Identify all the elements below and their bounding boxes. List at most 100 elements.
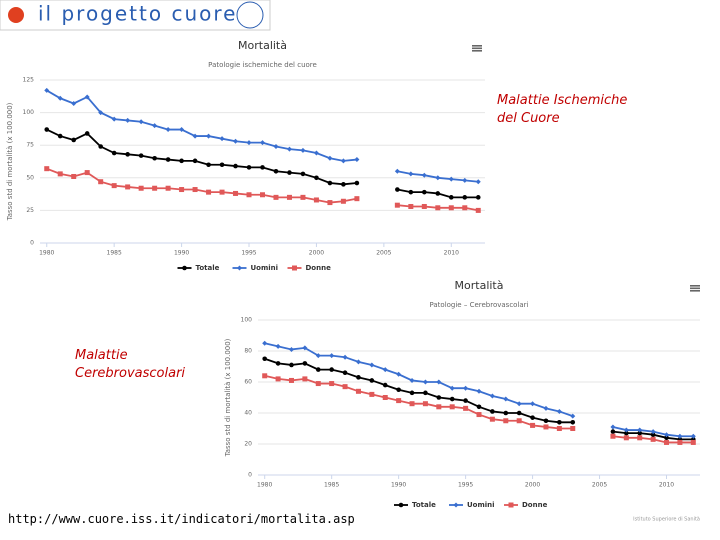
marker	[503, 410, 509, 416]
y-tick-label: 20	[244, 441, 252, 448]
marker	[125, 152, 130, 157]
marker	[449, 404, 455, 410]
chart-subtitle: Patologie ischemiche del cuore	[208, 61, 317, 69]
marker	[206, 162, 211, 168]
marker	[354, 196, 360, 202]
marker	[448, 205, 454, 211]
marker	[138, 185, 144, 191]
marker	[300, 194, 306, 200]
marker	[262, 373, 268, 379]
marker	[44, 127, 50, 132]
chart-credit: Istituto Superiore di Sanità	[633, 516, 700, 523]
marker	[329, 381, 335, 387]
marker	[503, 418, 509, 424]
marker	[262, 356, 267, 362]
y-tick-label: 125	[23, 77, 35, 84]
marker	[530, 415, 535, 420]
y-tick-label: 50	[26, 174, 34, 181]
marker	[436, 395, 442, 400]
menu-icon	[472, 47, 482, 50]
marker	[179, 127, 185, 133]
marker	[396, 371, 402, 377]
y-tick-label: 60	[244, 379, 252, 386]
marker	[476, 388, 482, 394]
legend-label: Uomini	[467, 501, 495, 509]
marker	[165, 185, 171, 191]
marker	[570, 420, 576, 425]
marker	[219, 189, 225, 195]
x-tick-label: 1990	[174, 250, 189, 257]
marker	[327, 155, 333, 161]
marker	[152, 123, 158, 129]
marker	[570, 426, 576, 431]
legend-marker	[398, 502, 404, 508]
marker	[462, 195, 468, 200]
marker	[288, 346, 294, 352]
source-url: http://www.cuore.iss.it/indicatori/morta…	[8, 512, 355, 526]
marker	[152, 185, 158, 191]
marker	[395, 187, 400, 192]
marker	[624, 430, 629, 436]
marker	[246, 192, 252, 198]
y-axis-title: Tasso std di mortalità (x 100.000)	[224, 338, 232, 457]
marker	[288, 377, 294, 383]
marker	[610, 433, 616, 439]
marker	[219, 136, 225, 142]
menu-icon	[690, 290, 700, 292]
marker	[543, 405, 549, 411]
marker	[206, 133, 212, 139]
marker	[421, 203, 427, 209]
marker	[138, 119, 144, 125]
marker	[369, 362, 375, 368]
marker	[125, 184, 131, 190]
marker	[260, 192, 265, 198]
marker	[314, 175, 319, 181]
marker	[98, 144, 103, 149]
y-tick-label: 25	[26, 207, 34, 214]
marker	[287, 170, 292, 175]
marker	[664, 432, 670, 438]
marker	[260, 140, 265, 146]
marker	[489, 416, 495, 422]
marker	[489, 393, 495, 399]
x-tick-label: 2000	[525, 482, 540, 489]
x-tick-label: 1990	[391, 482, 406, 489]
marker	[138, 153, 144, 158]
marker	[273, 168, 279, 174]
marker	[71, 100, 77, 106]
marker	[530, 422, 536, 428]
marker	[422, 189, 427, 195]
marker	[179, 187, 185, 193]
marker	[57, 133, 63, 139]
marker	[436, 379, 442, 385]
marker	[677, 439, 683, 445]
marker	[408, 203, 414, 209]
marker	[650, 436, 656, 442]
x-tick-label: 1980	[39, 250, 54, 257]
marker	[275, 376, 281, 382]
legend-marker	[292, 265, 297, 271]
marker	[462, 205, 468, 211]
marker	[421, 172, 427, 178]
marker	[530, 401, 536, 407]
marker	[650, 432, 656, 438]
x-tick-label: 1980	[257, 482, 272, 489]
marker	[475, 207, 481, 213]
marker	[610, 429, 616, 434]
marker	[436, 404, 442, 410]
marker	[179, 158, 184, 164]
marker	[233, 163, 238, 169]
marker	[435, 175, 441, 181]
marker	[262, 340, 268, 346]
chart-background	[0, 35, 490, 275]
marker	[233, 190, 239, 196]
marker	[273, 194, 279, 200]
y-axis-title: Tasso std di mortalità (x 100.000)	[6, 102, 14, 221]
marker	[637, 430, 643, 436]
marker	[516, 401, 522, 407]
marker	[409, 401, 415, 407]
menu-icon	[472, 50, 482, 52]
x-tick-label: 1995	[241, 250, 256, 257]
legend-label: Donne	[522, 501, 548, 509]
marker	[475, 179, 481, 185]
